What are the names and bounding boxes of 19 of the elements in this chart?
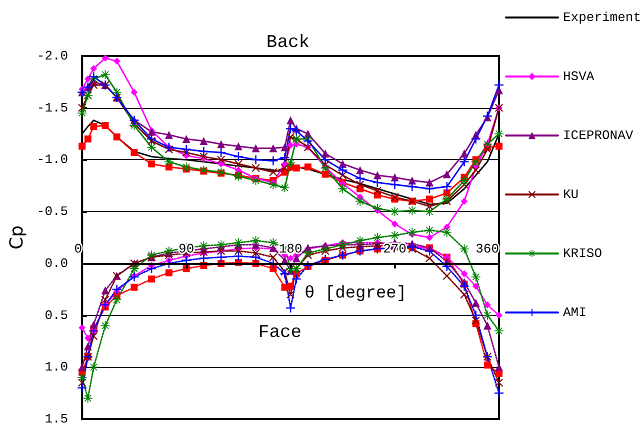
y-axis-title: Cp [6, 226, 28, 250]
legend-label: Experiment [563, 10, 642, 25]
x-axis-title: θ [degree] [304, 284, 407, 304]
y-tick-label: 0.0 [44, 256, 68, 271]
y-tick-label: -1.5 [36, 100, 68, 116]
y-tick-label: -0.5 [36, 204, 68, 220]
y-tick-label: 1.0 [44, 360, 68, 375]
legend-label: ICEPRONAV [563, 128, 634, 143]
y-tick-label: 0.5 [44, 308, 68, 323]
legend-label: KU [563, 187, 579, 202]
legend-label: KRISO [563, 246, 602, 261]
x-tick-label: 90 [178, 241, 194, 256]
y-tick-label: -2.0 [36, 48, 68, 64]
legend-label: AMI [563, 305, 586, 320]
text: Back [266, 33, 310, 53]
y-tick-label: -1.0 [36, 152, 68, 168]
legend-label: HSVA [563, 69, 594, 84]
y-tick-label: 1.5 [44, 412, 68, 426]
annotation: Face [258, 323, 302, 343]
